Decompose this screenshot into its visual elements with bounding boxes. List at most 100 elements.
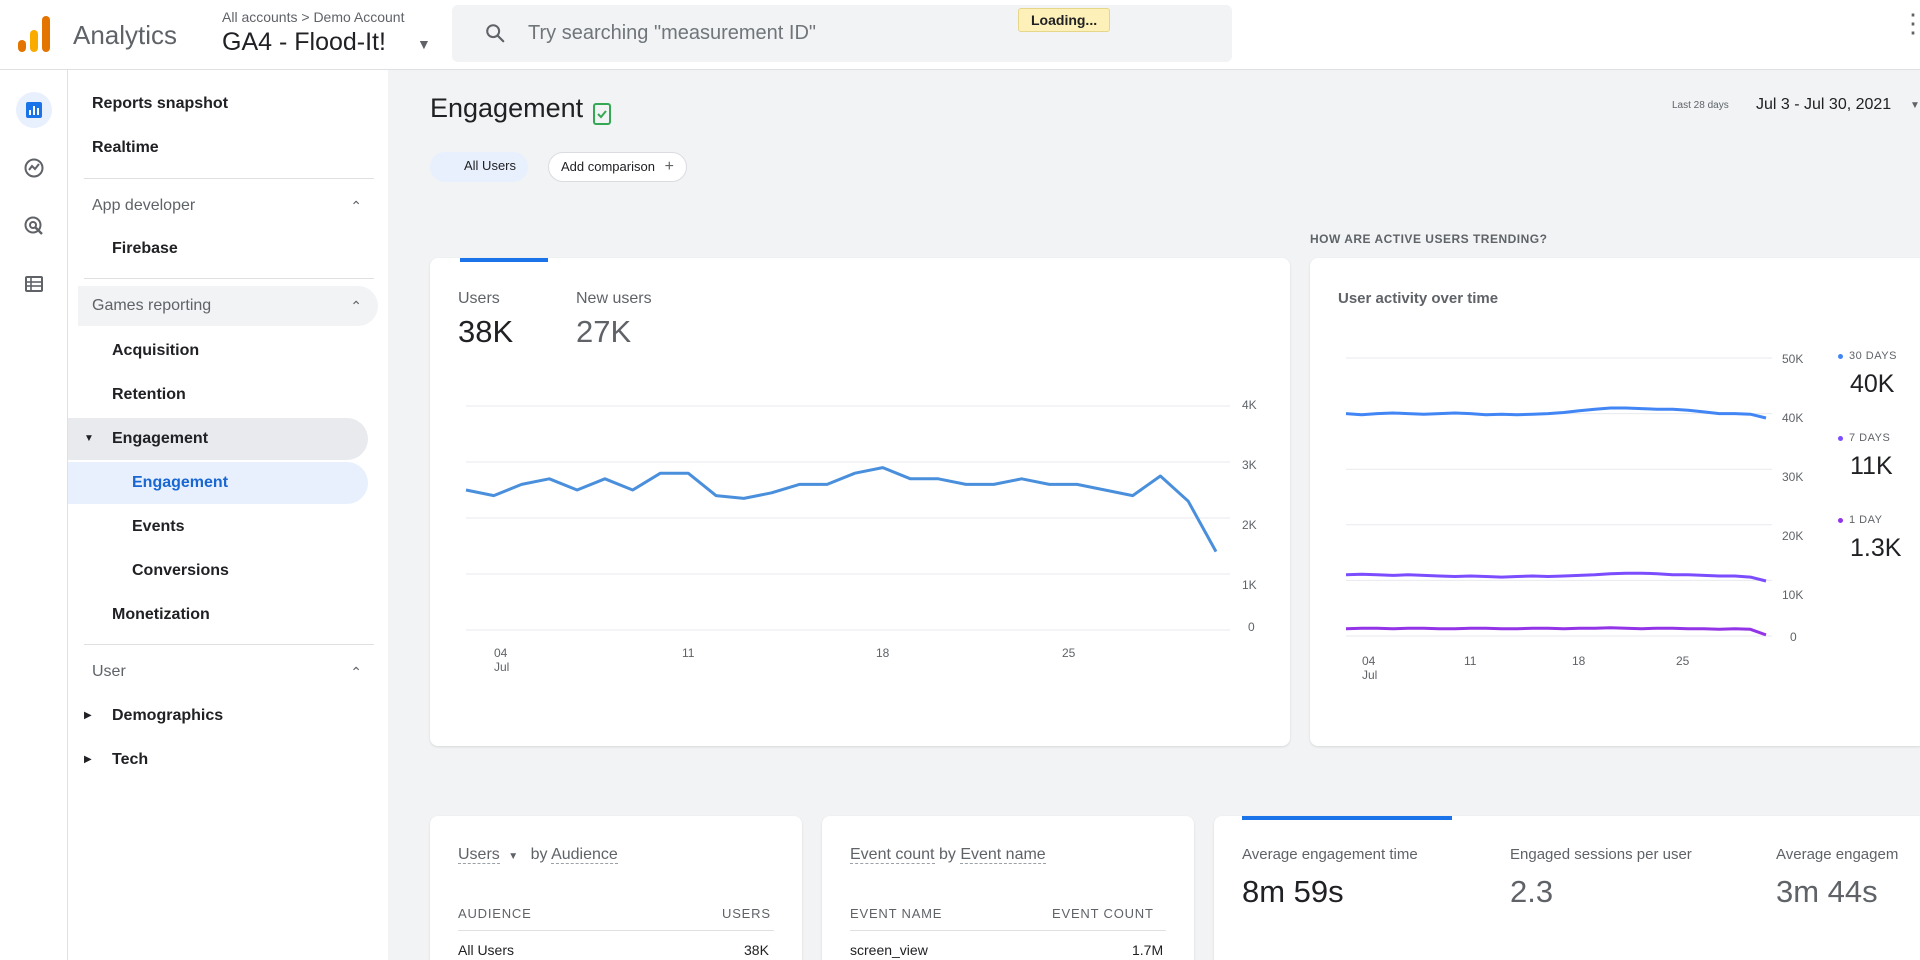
y-tick-label: 20K (1782, 529, 1804, 543)
y-tick-label: 4K (1242, 398, 1257, 412)
metric-selector[interactable]: Event count (850, 846, 935, 864)
search-bar[interactable] (452, 5, 1232, 62)
search-input[interactable] (528, 18, 1088, 48)
nav-reports-snapshot[interactable]: Reports snapshot (92, 95, 229, 112)
nav-tech[interactable]: Tech (112, 751, 149, 768)
add-comparison-button[interactable]: Add comparison + (548, 152, 687, 182)
caret-down-icon[interactable]: ▼ (1910, 100, 1920, 111)
add-comparison-label: Add comparison (561, 159, 655, 174)
chevron-up-icon[interactable]: ⌃ (350, 664, 362, 680)
x-tick-label: 25 (1062, 646, 1076, 660)
nav-acquisition[interactable]: Acquisition (112, 342, 200, 359)
analytics-logo-icon[interactable] (18, 16, 52, 52)
account-breadcrumb[interactable]: All accounts > Demo Account (222, 9, 405, 25)
nav-demographics[interactable]: Demographics (112, 707, 224, 724)
card-title: Event count by Event name (850, 846, 1046, 864)
metric-label-engaged-sessions[interactable]: Engaged sessions per user (1510, 846, 1692, 863)
column-header: USERS (722, 906, 771, 921)
legend-value-1-day: 1.3K (1850, 534, 1902, 562)
title-connector: by (530, 846, 548, 863)
nav-realtime[interactable]: Realtime (92, 139, 159, 156)
nav-retention[interactable]: Retention (112, 386, 186, 403)
triangle-right-icon[interactable]: ▶ (84, 754, 92, 765)
active-metric-tab-indicator (1242, 816, 1452, 820)
legend-text: 1 DAY (1849, 514, 1883, 526)
nav-conversions[interactable]: Conversions (132, 562, 229, 579)
metric-value-engaged-sessions[interactable]: 2.3 (1510, 874, 1554, 909)
caret-down-icon[interactable]: ▼ (417, 36, 431, 52)
nav-active-highlight (68, 462, 368, 504)
column-header: AUDIENCE (458, 906, 532, 921)
event-count-card: Event count by Event name EVENT NAME EVE… (822, 816, 1194, 960)
chevron-up-icon[interactable]: ⌃ (350, 298, 362, 314)
table-divider (458, 930, 774, 931)
nav-monetization[interactable]: Monetization (112, 606, 210, 623)
table-cell: 1.7M (1132, 942, 1164, 958)
top-bar: Analytics All accounts > Demo Account GA… (0, 0, 1920, 70)
x-tick-label: 11 (682, 646, 695, 660)
table-cell: 38K (744, 942, 769, 958)
dimension-selector[interactable]: Audience (551, 846, 618, 864)
more-vert-icon[interactable]: ⋮ (1900, 8, 1920, 38)
nav-firebase[interactable]: Firebase (112, 240, 178, 257)
triangle-right-icon[interactable]: ▶ (84, 710, 92, 721)
nav-section-games-reporting[interactable]: Games reporting ⌃ (78, 286, 378, 326)
legend-text: 7 DAYS (1849, 432, 1891, 444)
engagement-metrics-card: Average engagement time 8m 59s Engaged s… (1214, 816, 1920, 960)
legend-label-30-days: 30 DAYS (1838, 350, 1897, 362)
metric-selector[interactable]: Users (458, 846, 500, 864)
nav-engagement-overview[interactable]: Engagement (132, 474, 229, 491)
title-connector: by (938, 846, 956, 863)
metric-value-users[interactable]: 38K (458, 314, 514, 349)
nav-divider (84, 278, 374, 279)
date-range-selector[interactable]: Jul 3 - Jul 30, 2021 (1756, 96, 1892, 113)
app-name: Analytics (73, 20, 178, 50)
series-line-users[interactable] (465, 466, 1218, 553)
chevron-up-icon[interactable]: ⌃ (350, 198, 362, 214)
caret-down-icon[interactable]: ▼ (508, 851, 519, 862)
explore-icon[interactable] (16, 150, 52, 186)
metric-label-avg-engagement-time[interactable]: Average engagement time (1242, 846, 1418, 863)
search-icon (486, 24, 505, 43)
series-line-7-days[interactable] (1345, 571, 1767, 583)
column-header: EVENT NAME (850, 906, 943, 921)
legend-dot (1838, 517, 1843, 523)
metric-value-avg-engagement-per-session[interactable]: 3m 44s (1776, 874, 1878, 909)
reports-icon[interactable] (16, 92, 52, 128)
legend-value-7-days: 11K (1850, 452, 1893, 480)
users-trend-card: Users 38K New users 27K 4K 3K 2K 1K 0 04… (430, 258, 1290, 746)
series-line-30-days[interactable] (1345, 406, 1767, 420)
nav-engagement-group[interactable] (68, 418, 368, 460)
metric-value-new-users[interactable]: 27K (576, 314, 632, 349)
nav-divider (84, 644, 374, 645)
customize-report-icon[interactable] (592, 102, 614, 126)
x-tick-label: 18 (876, 646, 890, 660)
dimension-selector[interactable]: Event name (960, 846, 1046, 864)
nav-section-app-developer[interactable]: App developer ⌃ (78, 186, 378, 226)
advertising-icon[interactable] (16, 208, 52, 244)
y-tick-label: 10K (1782, 588, 1804, 602)
y-tick-label: 0 (1790, 630, 1797, 644)
metric-value-avg-engagement-time[interactable]: 8m 59s (1242, 874, 1344, 909)
metric-label-new-users[interactable]: New users (576, 290, 652, 307)
comparison-chip-all-users[interactable]: All Users (430, 152, 529, 182)
x-tick-label: 25 (1676, 654, 1690, 668)
column-header: EVENT COUNT (1052, 906, 1154, 921)
table-cell: All Users (458, 942, 515, 958)
plus-icon: + (664, 158, 674, 175)
nav-section-user[interactable]: User ⌃ (78, 652, 378, 692)
triangle-down-icon[interactable]: ▼ (84, 433, 94, 444)
metric-label-users[interactable]: Users (458, 290, 500, 307)
nav-engagement[interactable]: Engagement (112, 430, 209, 447)
series-line-1-day[interactable] (1345, 626, 1767, 637)
y-tick-label: 30K (1782, 470, 1804, 484)
x-tick-label: 11 (1464, 654, 1477, 668)
nav-events[interactable]: Events (132, 518, 185, 535)
x-tick-label: 18 (1572, 654, 1586, 668)
legend-label-1-day: 1 DAY (1838, 514, 1882, 526)
property-selector[interactable]: GA4 - Flood-It! (222, 28, 386, 56)
configure-icon[interactable] (16, 266, 52, 302)
x-tick-label: 04 (1362, 654, 1376, 668)
metric-label-avg-engagement-per-session[interactable]: Average engagem (1776, 846, 1899, 863)
reports-nav: Reports snapshot Realtime App developer … (68, 70, 388, 960)
